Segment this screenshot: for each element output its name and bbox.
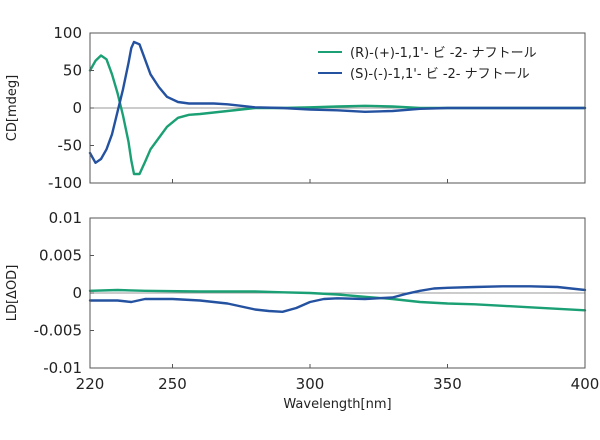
x-tick-label: 220 (76, 375, 105, 393)
x-tick-label: 300 (296, 375, 325, 393)
series-line-1-0 (88, 288, 587, 312)
legend-label: (R)-(+)-1,1'- ビ -2- ナフトール (350, 46, 537, 61)
y-tick-label: -0.005 (34, 322, 82, 340)
x-tick-label: 250 (158, 375, 187, 393)
y-tick-label: 0.005 (39, 247, 82, 265)
y-tick-label: 0.01 (49, 209, 82, 227)
y-tick-label: 0 (72, 284, 82, 302)
series-line-0-1 (88, 40, 587, 164)
chart-panel-0: 100 50 0 -50 -100 CD[mdeg] (R)-(+)-1,1'- ビ -2-… (5, 24, 587, 192)
y-tick-label: -50 (58, 137, 83, 155)
y-axis-title: LD[ΔOD] (5, 265, 20, 322)
y-tick-label: -100 (48, 174, 82, 192)
y-tick-label: 100 (53, 24, 82, 42)
x-tick-label: 350 (433, 375, 462, 393)
y-tick-label: -0.01 (43, 359, 82, 377)
legend: (R)-(+)-1,1'- ビ -2- ナフトール (S)-(-)-1,1'- ビ… (318, 46, 537, 82)
x-axis-title: Wavelength[nm] (283, 397, 391, 412)
series-line-1-1 (88, 285, 587, 313)
y-axis-title: CD[mdeg] (5, 75, 20, 141)
y-tick-label: 0 (72, 99, 82, 117)
legend-label: (S)-(-)-1,1'- ビ -2- ナフトール (350, 67, 530, 82)
x-tick-label: 400 (571, 375, 600, 393)
y-tick-label: 50 (63, 62, 82, 80)
